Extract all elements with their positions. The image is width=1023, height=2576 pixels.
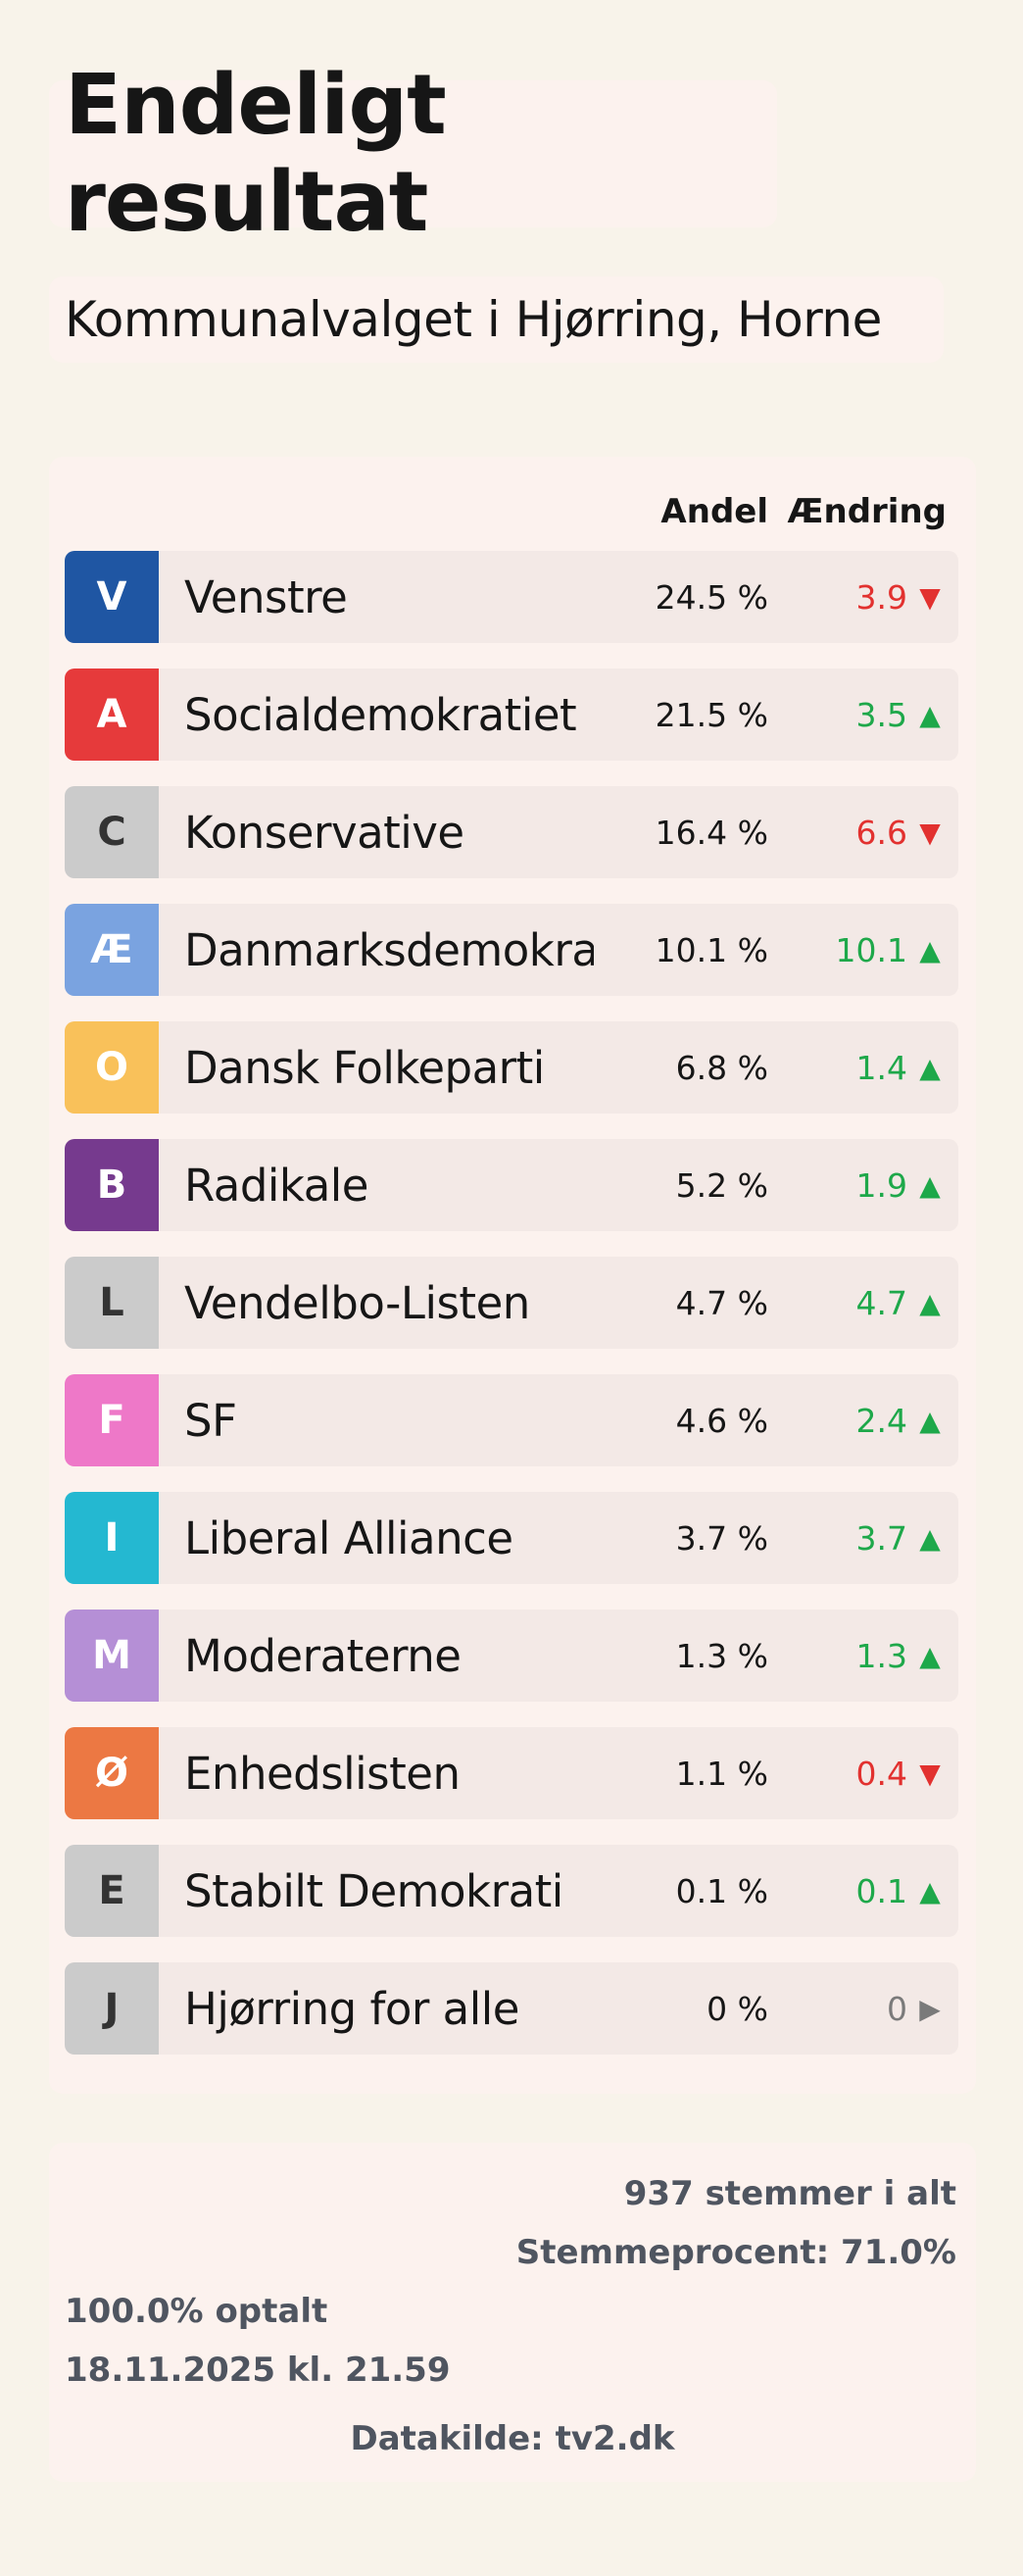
triangle-up-icon: ▲ — [919, 1521, 941, 1555]
party-change: 6.6 — [855, 813, 907, 852]
turnout: Stemmeprocent: 71.0% — [515, 2233, 956, 2272]
footer-card: 937 stemmer i alt Stemmeprocent: 71.0% 1… — [49, 2143, 976, 2482]
party-share: 6.8 % — [675, 1048, 768, 1087]
triangle-up-icon: ▲ — [919, 933, 941, 966]
counted-status: 100.0% optalt — [65, 2292, 328, 2331]
results-table: Andel Ændring V Venstre 24.5 % 3.9 ▼ A Sociald… — [49, 457, 976, 2094]
party-row: F SF 4.6 % 2.4 ▲ — [65, 1374, 958, 1466]
party-row: C Konservative 16.4 % 6.6 ▼ — [65, 786, 958, 878]
party-row: V Venstre 24.5 % 3.9 ▼ — [65, 551, 958, 643]
party-share: 21.5 % — [655, 695, 768, 734]
party-letter-badge: I — [65, 1492, 159, 1584]
column-header-change: Ændring — [787, 492, 947, 531]
triangle-right-icon: ▶ — [919, 1992, 941, 2025]
triangle-down-icon: ▼ — [919, 1757, 941, 1790]
party-letter-badge: V — [65, 551, 159, 643]
party-letter-badge: L — [65, 1257, 159, 1349]
triangle-up-icon: ▲ — [919, 698, 941, 731]
party-letter-badge: Ø — [65, 1727, 159, 1819]
triangle-down-icon: ▼ — [919, 580, 941, 614]
party-share: 3.7 % — [675, 1518, 768, 1558]
party-row: L Vendelbo-Listen 4.7 % 4.7 ▲ — [65, 1257, 958, 1349]
party-name: Liberal Alliance — [184, 1511, 513, 1564]
party-name: Stabilt Demokrati — [184, 1864, 563, 1917]
party-letter-badge: A — [65, 669, 159, 761]
party-share: 24.5 % — [655, 577, 768, 617]
party-share: 10.1 % — [655, 930, 768, 969]
party-share: 1.1 % — [675, 1754, 768, 1793]
party-change: 3.7 — [855, 1518, 907, 1558]
title-card: Endeligt resultat — [49, 57, 777, 251]
party-share: 0.1 % — [675, 1871, 768, 1910]
party-name: Danmarksdemokraterne — [184, 923, 594, 976]
column-header-share: Andel — [660, 492, 768, 531]
party-letter-badge: J — [65, 1962, 159, 2055]
party-letter-badge: O — [65, 1021, 159, 1114]
party-name: Enhedslisten — [184, 1747, 461, 1800]
party-row: Ø Enhedslisten 1.1 % 0.4 ▼ — [65, 1727, 958, 1819]
party-name: Radikale — [184, 1159, 368, 1212]
party-name: Hjørring for alle — [184, 1982, 519, 2035]
party-change: 2.4 — [855, 1401, 907, 1440]
triangle-down-icon: ▼ — [919, 816, 941, 849]
party-change: 0 — [887, 1989, 907, 2028]
party-letter-badge: Æ — [65, 904, 159, 996]
party-name: Venstre — [184, 570, 348, 623]
party-share: 1.3 % — [675, 1636, 768, 1675]
party-name: Konservative — [184, 806, 464, 859]
party-letter-badge: M — [65, 1610, 159, 1702]
party-name: Vendelbo-Listen — [184, 1276, 530, 1329]
subtitle-card: Kommunalvalget i Hjørring, Horne — [49, 276, 944, 363]
party-share: 16.4 % — [655, 813, 768, 852]
party-letter-badge: B — [65, 1139, 159, 1231]
party-change: 1.3 — [855, 1636, 907, 1675]
party-change: 10.1 — [835, 930, 907, 969]
triangle-up-icon: ▲ — [919, 1404, 941, 1437]
party-share: 4.6 % — [675, 1401, 768, 1440]
party-letter-badge: C — [65, 786, 159, 878]
party-change: 0.4 — [855, 1754, 907, 1793]
party-change: 1.4 — [855, 1048, 907, 1087]
party-letter-badge: F — [65, 1374, 159, 1466]
party-name: SF — [184, 1394, 237, 1447]
triangle-up-icon: ▲ — [919, 1168, 941, 1202]
party-share: 0 % — [706, 1989, 768, 2028]
page-title: Endeligt resultat — [65, 57, 447, 251]
party-letter-badge: E — [65, 1845, 159, 1937]
triangle-up-icon: ▲ — [919, 1051, 941, 1084]
party-row: O Dansk Folkeparti 6.8 % 1.4 ▲ — [65, 1021, 958, 1114]
party-name: Moderaterne — [184, 1629, 462, 1682]
party-row: J Hjørring for alle 0 % 0 ▶ — [65, 1962, 958, 2055]
page-subtitle: Kommunalvalget i Hjørring, Horne — [65, 291, 882, 348]
party-share: 5.2 % — [675, 1165, 768, 1205]
total-votes: 937 stemmer i alt — [623, 2174, 956, 2213]
party-row: I Liberal Alliance 3.7 % 3.7 ▲ — [65, 1492, 958, 1584]
party-change: 3.5 — [855, 695, 907, 734]
party-change: 0.1 — [855, 1871, 907, 1910]
party-row: M Moderaterne 1.3 % 1.3 ▲ — [65, 1610, 958, 1702]
party-share: 4.7 % — [675, 1283, 768, 1322]
party-change: 3.9 — [855, 577, 907, 617]
party-row: A Socialdemokratiet 21.5 % 3.5 ▲ — [65, 669, 958, 761]
party-row: B Radikale 5.2 % 1.9 ▲ — [65, 1139, 958, 1231]
party-row: Æ Danmarksdemokraterne 10.1 % 10.1 ▲ — [65, 904, 958, 996]
triangle-up-icon: ▲ — [919, 1874, 941, 1907]
party-change: 4.7 — [855, 1283, 907, 1322]
party-change: 1.9 — [855, 1165, 907, 1205]
triangle-up-icon: ▲ — [919, 1286, 941, 1319]
party-name: Socialdemokratiet — [184, 688, 577, 741]
party-row: E Stabilt Demokrati 0.1 % 0.1 ▲ — [65, 1845, 958, 1937]
data-source: Datakilde: tv2.dk — [350, 2419, 675, 2458]
timestamp: 18.11.2025 kl. 21.59 — [65, 2351, 451, 2390]
triangle-up-icon: ▲ — [919, 1639, 941, 1672]
party-name: Dansk Folkeparti — [184, 1041, 545, 1094]
